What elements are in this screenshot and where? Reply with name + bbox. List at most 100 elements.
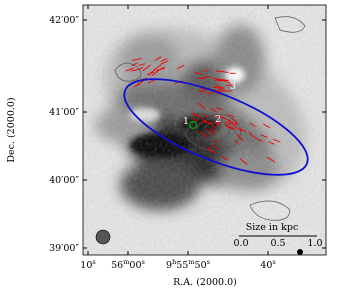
polarization-vector (201, 76, 211, 79)
polarization-vector (214, 89, 223, 93)
tick-unit: s (92, 258, 95, 266)
tick-number: 00 (129, 260, 141, 271)
tick-number: 10 (80, 260, 92, 271)
polarization-vector (210, 108, 217, 113)
tick-unit: s (272, 258, 275, 266)
polarization-vector (151, 71, 158, 77)
tick-number: 9 (166, 260, 172, 271)
tick-unit: s (142, 258, 145, 266)
polarization-vector (228, 120, 236, 127)
polarization-vector (260, 134, 268, 138)
polarization-vector (201, 118, 208, 123)
polarization-vector (147, 79, 156, 84)
tick-unit: s (207, 258, 210, 266)
y-tick-label: 40′00″ (49, 175, 79, 186)
polarization-vector (268, 141, 275, 145)
x-tick-label: 56m00s (111, 258, 145, 271)
scale-bar-label: 0.0 (233, 238, 248, 249)
polarization-vector (202, 114, 210, 118)
polarization-vector (229, 125, 236, 130)
tick-unit: h (172, 258, 176, 266)
scale-bar-title: Size in kpc (246, 222, 299, 233)
polarization-vector (194, 72, 204, 76)
polarization-vector (227, 113, 234, 118)
x-tick-label: 10s (80, 258, 95, 271)
polarization-vector (213, 139, 219, 144)
polarization-vector (262, 123, 270, 129)
polarization-vector (212, 77, 223, 81)
polarization-vector (222, 71, 229, 73)
polarization-vector (236, 134, 244, 142)
polarization-vector (218, 88, 225, 92)
polarization-vector (232, 117, 239, 125)
polarization-vector (249, 122, 256, 128)
polarization-vector (205, 92, 214, 94)
polarization-vector (160, 58, 168, 63)
polarization-vector (160, 60, 169, 65)
polarization-vector (146, 71, 154, 76)
polarization-vector (176, 64, 185, 70)
polarization-vector (273, 138, 281, 143)
sky-image (83, 5, 326, 255)
polarization-vector (131, 57, 142, 61)
polarization-vector (213, 120, 221, 124)
y-tick-label: 39′00″ (49, 243, 79, 254)
polarization-vector (201, 120, 211, 125)
polarization-vector (221, 155, 228, 161)
polarization-vector (208, 121, 217, 129)
scale-bar-label: 1.0 (307, 238, 322, 249)
y-axis-label: Dec. (2000.0) (6, 97, 17, 162)
polarization-vector (224, 121, 231, 126)
polarization-vector (192, 117, 198, 122)
polarization-vector (154, 56, 162, 61)
tick-number: 55 (176, 260, 188, 271)
polarization-vector (239, 128, 247, 133)
polarization-vector (248, 131, 256, 139)
y-tick-label: 42′00″ (49, 15, 79, 26)
polarization-vector (206, 146, 215, 154)
polarization-vector (131, 62, 138, 67)
tick-number: 40 (260, 260, 272, 271)
polarization-vector (215, 84, 225, 89)
scale-bar-label: 0.5 (270, 238, 285, 249)
polarization-vector (266, 156, 276, 163)
region-label: 1 (183, 116, 189, 127)
x-tick-label: 9h55m50s (166, 258, 210, 271)
polarization-vector (233, 139, 240, 146)
polarization-vector (229, 121, 237, 126)
aperture-ellipse (123, 78, 309, 176)
polarization-vector (133, 83, 140, 88)
polarization-vector (134, 67, 144, 71)
polarization-vector (222, 79, 232, 85)
polarization-vector (215, 113, 225, 119)
x-tick-label: 40s (260, 258, 275, 271)
polarization-vector (156, 67, 166, 71)
polarization-vector (200, 87, 207, 91)
polarization-vector (224, 124, 234, 130)
polarization-vector (239, 158, 248, 165)
region-label: 2 (215, 114, 221, 125)
y-tick-label: 41′00″ (49, 107, 79, 118)
polarization-vector (215, 122, 222, 127)
region-label: 3 (230, 81, 236, 92)
x-axis-label: R.A. (2000.0) (173, 277, 237, 288)
polarization-vector (216, 107, 224, 111)
panel-frame (82, 4, 327, 256)
polarization-vector (210, 144, 219, 150)
scale-bar: Size in kpc 0.0 0.5 1.0 (233, 222, 322, 249)
tick-unit: m (188, 258, 194, 266)
tick-number: 56 (111, 260, 123, 271)
polarization-vector (235, 126, 243, 132)
polarization-vector (192, 112, 199, 117)
tick-unit: m (123, 258, 129, 266)
polarization-vector (254, 137, 263, 142)
polarization-vector (212, 86, 223, 89)
polarization-vector (142, 64, 151, 72)
tick-number: 50 (195, 260, 207, 271)
polarization-vector (125, 67, 134, 72)
polarization-vector (205, 128, 215, 136)
polarization-vector (137, 80, 144, 85)
polarization-vector (199, 131, 209, 138)
polarization-vector (138, 63, 146, 67)
